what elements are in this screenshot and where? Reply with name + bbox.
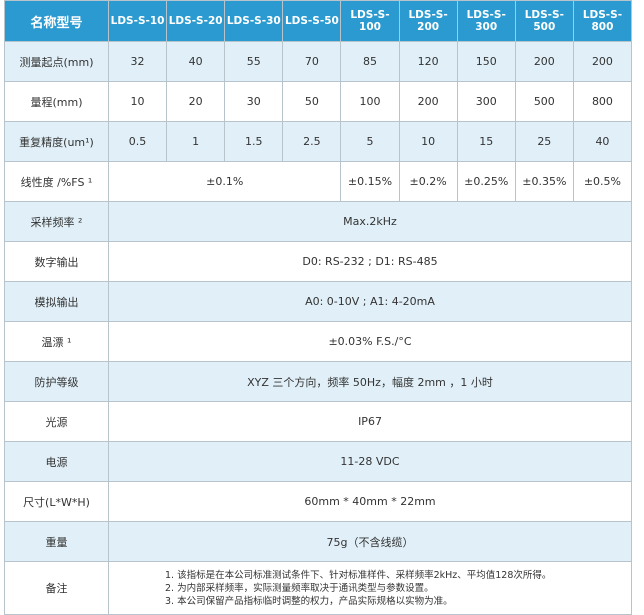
cell: 500 <box>514 81 574 122</box>
row-label: 备注 <box>4 561 109 615</box>
cell: ±0.35% <box>514 161 574 202</box>
row-label: 量程(mm) <box>4 81 109 122</box>
cell: 11-28 VDC <box>108 441 632 482</box>
cell: ±0.25% <box>456 161 516 202</box>
row-power: 电源 11-28 VDC <box>4 441 632 482</box>
note-line: 3. 本公司保留产品指标临时调整的权力，产品实际规格以实物为准。 <box>165 595 453 607</box>
cell: 10 <box>398 121 458 162</box>
row-label: 电源 <box>4 441 109 482</box>
cell: IP67 <box>108 401 632 442</box>
row-label: 采样频率 ² <box>4 201 109 242</box>
row-label: 防护等级 <box>4 361 109 402</box>
row-label: 数字输出 <box>4 241 109 282</box>
header-row: 名称型号 LDS-S-10 LDS-S-20 LDS-S-30 LDS-S-50… <box>4 0 633 42</box>
row-label: 线性度 /%FS ¹ <box>4 161 109 202</box>
cell: 1.5 <box>224 121 284 162</box>
row-size: 尺寸(L*W*H) 60mm * 40mm * 22mm <box>4 481 632 522</box>
cell: 0.5 <box>107 121 168 162</box>
cell: 10 <box>107 81 168 122</box>
model-header: LDS-S-200 <box>398 0 458 42</box>
cell: 200 <box>398 81 458 122</box>
cell: 200 <box>514 41 574 82</box>
row-label: 光源 <box>4 401 109 442</box>
cell: 2.5 <box>282 121 342 162</box>
cell: 25 <box>514 121 574 162</box>
row-weight: 重量 75g（不含线缆） <box>4 521 632 562</box>
cell: 200 <box>572 41 633 82</box>
cell: D0: RS-232 ; D1: RS-485 <box>108 241 632 282</box>
row-start: 测量起点(mm) 32 40 55 70 85 120 150 200 200 <box>4 41 633 82</box>
cell: 800 <box>572 81 633 122</box>
cell: 55 <box>224 41 284 82</box>
note-line: 1. 该指标是在本公司标准测试条件下、针对标准样件、采样频率2kHz、平均值12… <box>165 569 552 581</box>
model-header: LDS-S-20 <box>166 0 226 42</box>
cell: 40 <box>572 121 633 162</box>
row-notes: 备注 1. 该指标是在本公司标准测试条件下、针对标准样件、采样频率2kHz、平均… <box>4 561 632 615</box>
cell: 5 <box>340 121 400 162</box>
model-header: LDS-S-100 <box>340 0 400 42</box>
header-label: 名称型号 <box>4 0 109 42</box>
row-label: 测量起点(mm) <box>4 41 109 82</box>
spec-table: 名称型号 LDS-S-10 LDS-S-20 LDS-S-30 LDS-S-50… <box>4 0 633 615</box>
cell: Max.2kHz <box>108 201 632 242</box>
cell: 40 <box>166 41 226 82</box>
row-analog: 模拟输出 A0: 0-10V ; A1: 4-20mA <box>4 281 632 322</box>
cell: 70 <box>282 41 342 82</box>
row-label: 尺寸(L*W*H) <box>4 481 109 522</box>
cell: 32 <box>107 41 168 82</box>
cell: 50 <box>282 81 342 122</box>
row-protection: 防护等级 XYZ 三个方向，频率 50Hz，幅度 2mm ，1 小时 <box>4 361 632 402</box>
cell: 30 <box>224 81 284 122</box>
row-label: 模拟输出 <box>4 281 109 322</box>
cell: 85 <box>340 41 400 82</box>
row-linearity: 线性度 /%FS ¹ ±0.1% ±0.15% ±0.2% ±0.25% ±0.… <box>4 161 633 202</box>
cell: ±0.03% F.S./°C <box>108 321 632 362</box>
model-header: LDS-S-300 <box>456 0 516 42</box>
row-label: 重复精度(um¹) <box>4 121 109 162</box>
cell: ±0.2% <box>398 161 458 202</box>
cell: 1 <box>166 121 226 162</box>
model-header: LDS-S-10 <box>107 0 168 42</box>
notes-cell: 1. 该指标是在本公司标准测试条件下、针对标准样件、采样频率2kHz、平均值12… <box>108 561 632 615</box>
row-digital: 数字输出 D0: RS-232 ; D1: RS-485 <box>4 241 632 282</box>
row-label: 温漂 ¹ <box>4 321 109 362</box>
cell: ±0.5% <box>572 161 633 202</box>
cell: 20 <box>166 81 226 122</box>
cell: ±0.1% <box>107 161 342 202</box>
cell: ±0.15% <box>340 161 400 202</box>
model-header: LDS-S-30 <box>224 0 284 42</box>
model-header: LDS-S-50 <box>282 0 342 42</box>
cell: 120 <box>398 41 458 82</box>
cell: A0: 0-10V ; A1: 4-20mA <box>108 281 632 322</box>
note-line: 2. 为内部采样频率，实际测量频率取决于通讯类型与参数设置。 <box>165 582 434 594</box>
cell: XYZ 三个方向，频率 50Hz，幅度 2mm ，1 小时 <box>108 361 632 402</box>
cell: 75g（不含线缆） <box>108 521 632 562</box>
cell: 60mm * 40mm * 22mm <box>108 481 632 522</box>
cell: 300 <box>456 81 516 122</box>
row-sampling: 采样频率 ² Max.2kHz <box>4 201 632 242</box>
row-range: 量程(mm) 10 20 30 50 100 200 300 500 800 <box>4 81 633 122</box>
row-label: 重量 <box>4 521 109 562</box>
row-repeat: 重复精度(um¹) 0.5 1 1.5 2.5 5 10 15 25 40 <box>4 121 633 162</box>
model-header: LDS-S-500 <box>514 0 574 42</box>
model-header: LDS-S-800 <box>572 0 633 42</box>
cell: 150 <box>456 41 516 82</box>
cell: 15 <box>456 121 516 162</box>
row-drift: 温漂 ¹ ±0.03% F.S./°C <box>4 321 632 362</box>
row-light: 光源 IP67 <box>4 401 632 442</box>
cell: 100 <box>340 81 400 122</box>
